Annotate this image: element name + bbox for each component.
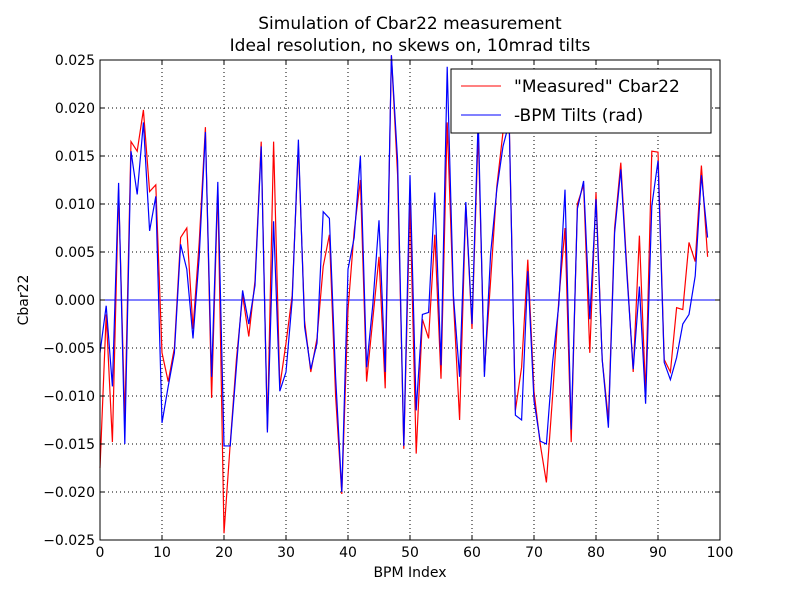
y-tick-label-9: 0.020	[55, 101, 95, 117]
chart-title: Simulation of Cbar22 measurement	[258, 14, 562, 34]
x-tick-label-5: 50	[401, 545, 419, 561]
legend: "Measured" Cbar22 -BPM Tilts (rad)	[450, 68, 712, 134]
y-tick-label-5: 0.000	[55, 293, 95, 309]
y-tick-label-2: −0.015	[43, 437, 95, 453]
x-tick-label-9: 90	[649, 545, 667, 561]
series-layer	[99, 55, 709, 534]
x-tick-label-1: 10	[153, 545, 171, 561]
y-tick-label-1: −0.020	[43, 485, 95, 501]
x-tick-label-8: 80	[587, 545, 605, 561]
y-tick-label-4: −0.005	[43, 341, 95, 357]
x-tick-label-3: 30	[277, 545, 295, 561]
y-tick-label-10: 0.025	[55, 53, 95, 69]
y-axis-label: Cbar22	[16, 275, 32, 326]
series-line-bpm-tilts	[99, 55, 709, 493]
y-tick-label-0: −0.025	[43, 533, 95, 549]
y-tick-label-8: 0.015	[55, 149, 95, 165]
x-axis-label: BPM Index	[373, 565, 446, 581]
y-tick-label-3: −0.010	[43, 389, 95, 405]
x-tick-label-0: 0	[96, 545, 105, 561]
x-tick-label-7: 70	[525, 545, 543, 561]
legend-label-measured: "Measured" Cbar22	[514, 77, 680, 97]
x-tick-label-10: 100	[707, 545, 734, 561]
legend-label-bpm-tilts: -BPM Tilts (rad)	[514, 106, 643, 126]
legend-box	[450, 68, 712, 134]
chart-subtitle: Ideal resolution, no skews on, 10mrad ti…	[230, 36, 591, 56]
ticks: 0 10 20 30 40 50 60 70 80 90 100 −0.025 −0.020 −0.015…	[43, 53, 733, 561]
x-tick-label-6: 60	[463, 545, 481, 561]
y-tick-label-6: 0.005	[55, 245, 95, 261]
x-tick-label-4: 40	[339, 545, 357, 561]
y-tick-label-7: 0.010	[55, 197, 95, 213]
x-tick-label-2: 20	[215, 545, 233, 561]
